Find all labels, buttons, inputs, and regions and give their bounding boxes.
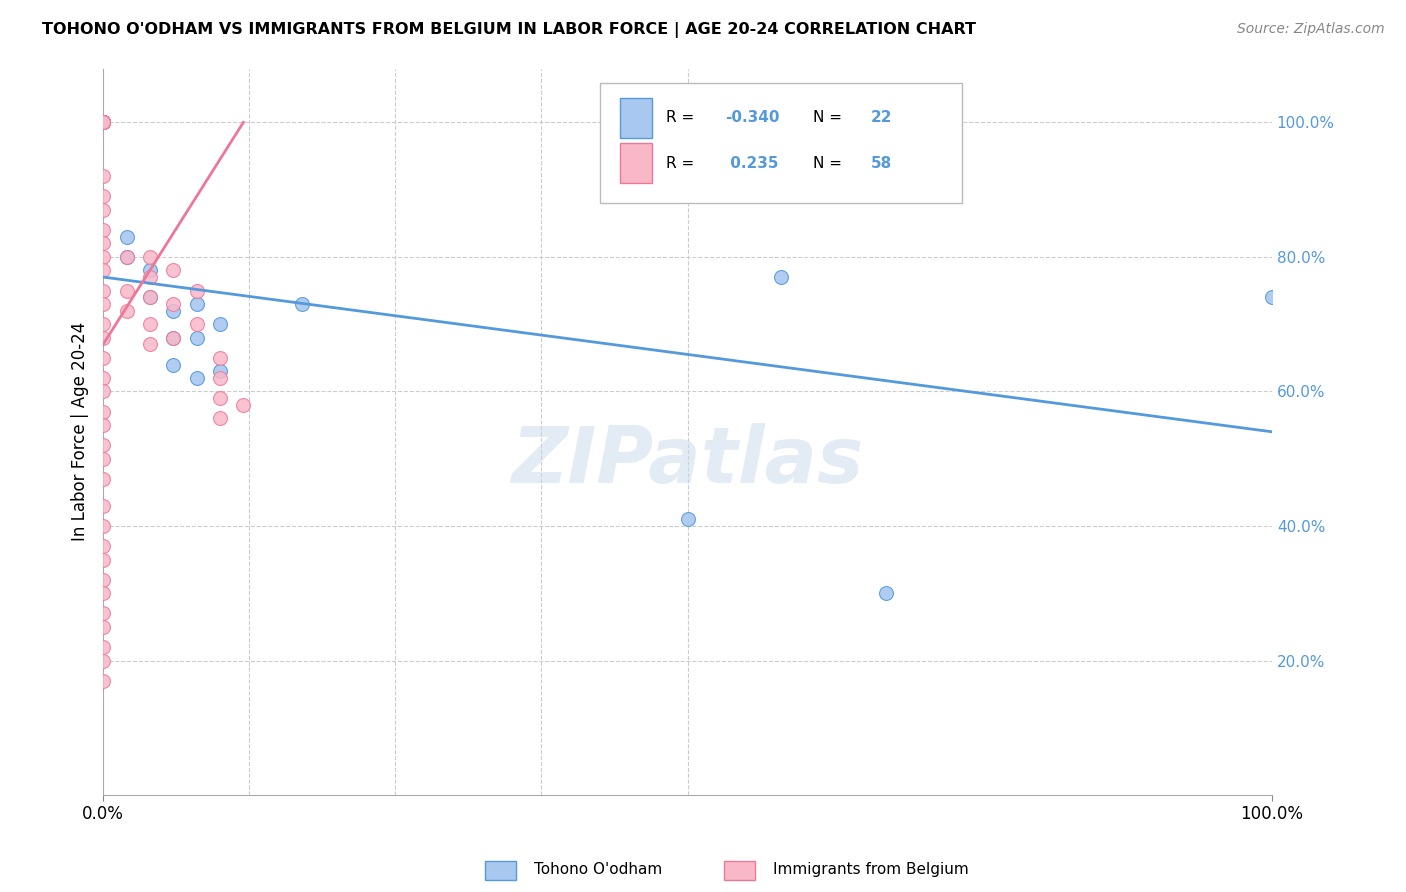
- Point: [91, 640, 114, 654]
- Point: [91, 236, 114, 251]
- Point: [91, 438, 114, 452]
- Point: [91, 115, 114, 129]
- Point: [162, 330, 184, 344]
- Point: [91, 371, 114, 385]
- Point: [91, 418, 114, 433]
- Point: [186, 330, 208, 344]
- Point: [91, 586, 114, 600]
- Point: [91, 115, 114, 129]
- Point: [91, 472, 114, 486]
- Point: [1261, 290, 1284, 304]
- Point: [91, 115, 114, 129]
- Point: [91, 189, 114, 203]
- Point: [186, 284, 208, 298]
- Point: [115, 303, 138, 318]
- Point: [139, 250, 162, 264]
- Text: 22: 22: [870, 110, 893, 125]
- Point: [91, 263, 114, 277]
- Point: [91, 404, 114, 418]
- Point: [139, 270, 162, 285]
- Point: [291, 297, 314, 311]
- Point: [91, 115, 114, 129]
- Point: [91, 115, 114, 129]
- Point: [232, 398, 254, 412]
- Text: Tohono O'odham: Tohono O'odham: [534, 863, 662, 877]
- Point: [162, 297, 184, 311]
- Point: [208, 371, 231, 385]
- Point: [91, 673, 114, 688]
- Point: [139, 290, 162, 304]
- Point: [208, 364, 231, 378]
- Point: [91, 115, 114, 129]
- Text: Source: ZipAtlas.com: Source: ZipAtlas.com: [1237, 22, 1385, 37]
- Text: R =: R =: [666, 110, 700, 125]
- Point: [91, 115, 114, 129]
- Point: [91, 202, 114, 217]
- FancyBboxPatch shape: [600, 83, 962, 203]
- Point: [91, 384, 114, 399]
- Point: [676, 512, 699, 526]
- Point: [115, 250, 138, 264]
- Text: ZIPatlas: ZIPatlas: [512, 423, 863, 499]
- Point: [91, 115, 114, 129]
- Point: [91, 330, 114, 344]
- Point: [91, 499, 114, 513]
- Point: [91, 607, 114, 621]
- Text: -0.340: -0.340: [725, 110, 779, 125]
- Point: [91, 284, 114, 298]
- Point: [769, 270, 792, 285]
- Point: [91, 115, 114, 129]
- Text: 58: 58: [870, 156, 893, 171]
- Point: [91, 115, 114, 129]
- Point: [139, 290, 162, 304]
- Bar: [620, 144, 652, 184]
- Point: [115, 250, 138, 264]
- Text: 0.235: 0.235: [725, 156, 779, 171]
- Point: [208, 317, 231, 331]
- Point: [875, 586, 897, 600]
- Text: R =: R =: [666, 156, 700, 171]
- Text: N =: N =: [813, 156, 846, 171]
- Point: [91, 519, 114, 533]
- Text: TOHONO O'ODHAM VS IMMIGRANTS FROM BELGIUM IN LABOR FORCE | AGE 20-24 CORRELATION: TOHONO O'ODHAM VS IMMIGRANTS FROM BELGIU…: [42, 22, 976, 38]
- Point: [91, 115, 114, 129]
- Point: [91, 115, 114, 129]
- Bar: [620, 97, 652, 137]
- Text: Immigrants from Belgium: Immigrants from Belgium: [773, 863, 969, 877]
- Text: N =: N =: [813, 110, 846, 125]
- Point: [91, 317, 114, 331]
- Point: [91, 115, 114, 129]
- Point: [162, 303, 184, 318]
- Point: [208, 411, 231, 425]
- Y-axis label: In Labor Force | Age 20-24: In Labor Force | Age 20-24: [72, 322, 89, 541]
- Point: [208, 351, 231, 365]
- Point: [91, 573, 114, 587]
- Point: [91, 250, 114, 264]
- Point: [91, 539, 114, 553]
- Point: [186, 297, 208, 311]
- Point: [208, 391, 231, 405]
- Point: [162, 263, 184, 277]
- Point: [139, 337, 162, 351]
- Point: [139, 263, 162, 277]
- Point: [91, 351, 114, 365]
- Point: [115, 284, 138, 298]
- Point: [91, 552, 114, 566]
- Point: [91, 451, 114, 466]
- Point: [162, 330, 184, 344]
- Point: [91, 115, 114, 129]
- Point: [91, 223, 114, 237]
- Point: [115, 229, 138, 244]
- Point: [91, 297, 114, 311]
- Point: [91, 620, 114, 634]
- Point: [186, 317, 208, 331]
- Point: [162, 358, 184, 372]
- Point: [91, 169, 114, 183]
- Point: [186, 371, 208, 385]
- Point: [91, 115, 114, 129]
- Point: [139, 317, 162, 331]
- Point: [91, 653, 114, 667]
